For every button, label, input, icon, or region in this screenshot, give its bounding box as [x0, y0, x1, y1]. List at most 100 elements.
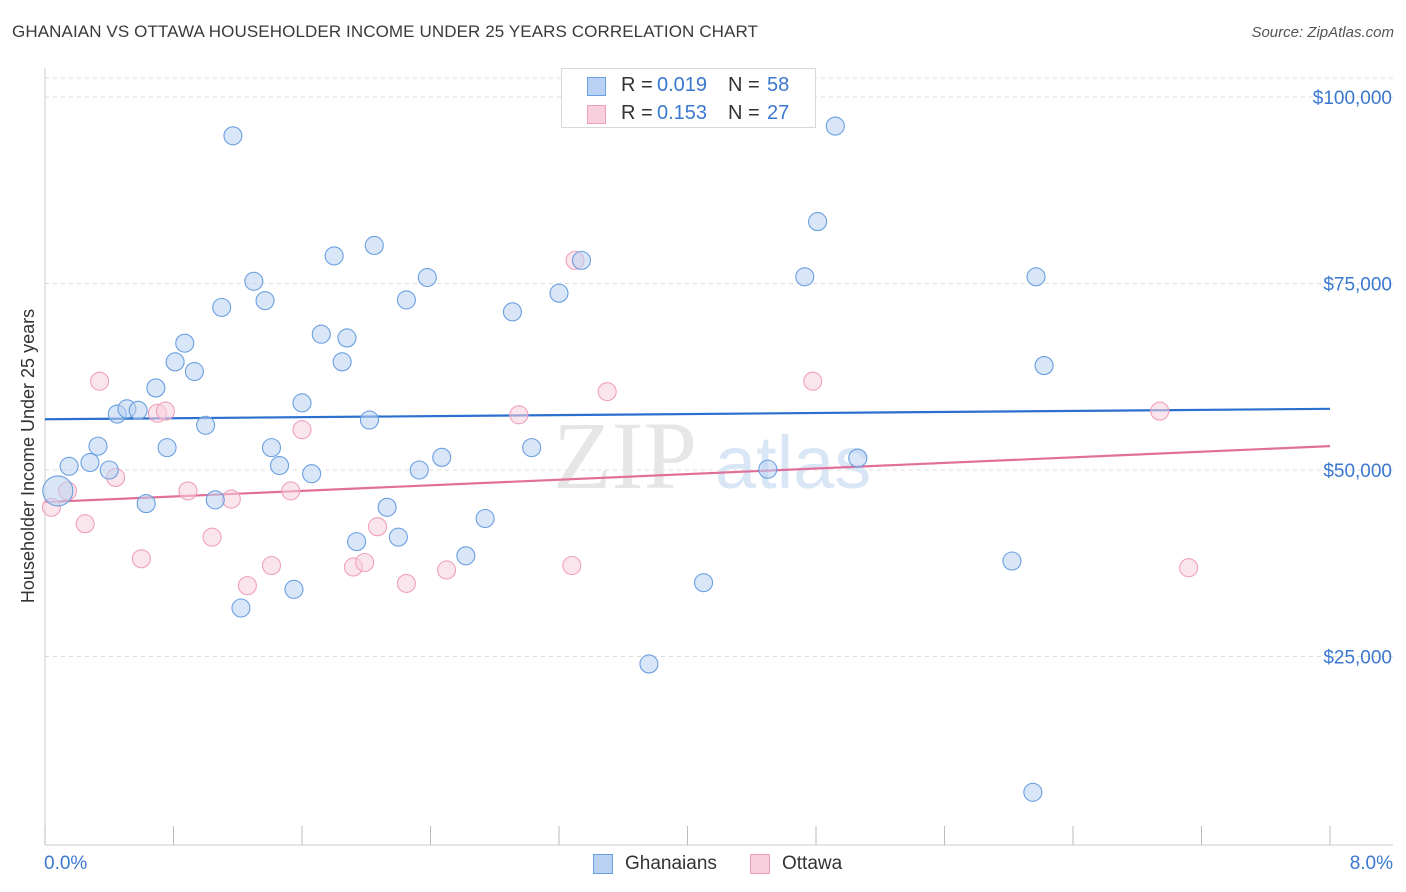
n-label: N = [728, 102, 760, 124]
y-tick-label: $75,000 [1323, 275, 1392, 296]
ghanaians-point [205, 490, 225, 510]
ghanaians-point [359, 410, 380, 430]
ottawa-point [237, 576, 257, 596]
ghanaians-point [212, 297, 232, 317]
x-tick-label-min: 0.0% [44, 853, 87, 874]
ottawa-point [437, 560, 457, 580]
source-label: Source: ZipAtlas.com [1251, 24, 1394, 41]
ghanaians-point [808, 212, 828, 232]
ottawa-point [396, 573, 416, 593]
ghanaians-point [456, 546, 476, 566]
ottawa-point [597, 382, 617, 402]
ghanaians-legend-swatch [593, 854, 613, 874]
ghanaians-point [502, 302, 522, 322]
ghanaians-point [42, 475, 74, 507]
r-value: 0.019 [657, 74, 708, 96]
r-label: R = [621, 74, 653, 96]
ghanaians-point [80, 452, 100, 473]
n-label: N = [728, 74, 760, 96]
ghanaians-point [1026, 267, 1046, 287]
ghanaians-point [1002, 551, 1022, 571]
watermark: ZIP atlas [553, 402, 871, 509]
ottawa-point [803, 371, 823, 391]
ghanaians-point [302, 464, 322, 484]
ghanaians-point [324, 246, 344, 266]
ghanaians-point [244, 271, 264, 291]
y-tick-label: $100,000 [1313, 88, 1392, 109]
ghanaians-swatch [587, 77, 606, 96]
ghanaians-point [795, 267, 815, 287]
ghanaians-trend-line [44, 407, 1331, 421]
ghanaians-point [165, 352, 185, 372]
ghanaians-point [332, 352, 352, 372]
ghanaians-point [549, 283, 569, 303]
ottawa-point [178, 481, 198, 501]
legend-label: Ghanaians [625, 853, 717, 874]
ghanaians-point [758, 459, 778, 479]
ghanaians-point [396, 290, 416, 310]
ghanaians-point [388, 527, 408, 547]
n-value: 58 [767, 74, 790, 96]
ottawa-point [131, 549, 151, 569]
ghanaians-point [284, 579, 304, 599]
ghanaians-point [184, 361, 204, 382]
ghanaians-point [261, 438, 282, 458]
ghanaians-point [409, 460, 429, 480]
ghanaians-point [88, 436, 108, 456]
x-tick-label-max: 8.0% [1350, 853, 1393, 874]
ghanaians-point [694, 573, 714, 593]
ghanaians-point [522, 438, 542, 458]
stats-legend: R = 0.019 N = 58 R = 0.153 N = 27 [561, 68, 816, 128]
ottawa-point [1150, 401, 1170, 421]
r-value: 0.153 [657, 102, 708, 124]
watermark-zip: ZIP [553, 402, 697, 509]
ghanaians-point [639, 654, 659, 674]
r-label: R = [621, 102, 653, 124]
series-legend: Ghanaians Ottawa [0, 850, 1406, 880]
ottawa-point [155, 401, 176, 421]
ottawa-point [221, 489, 241, 509]
ghanaians-point [223, 126, 243, 146]
ghanaians-point [255, 291, 275, 311]
ghanaians-point [347, 532, 367, 552]
ghanaians-point [475, 508, 495, 529]
ghanaians-point [1023, 782, 1043, 802]
ottawa-point [281, 481, 301, 501]
ghanaians-point [196, 415, 216, 435]
ottawa-point [90, 371, 110, 391]
ghanaians-point [146, 378, 166, 398]
n-value: 27 [767, 102, 790, 124]
chart-title: GHANAIAN VS OTTAWA HOUSEHOLDER INCOME UN… [12, 22, 758, 41]
ottawa-point [202, 527, 222, 547]
ghanaians-point [377, 497, 397, 517]
ottawa-point [75, 514, 95, 534]
ottawa-point [261, 555, 282, 576]
ghanaians-point [571, 250, 592, 270]
ottawa-point [355, 552, 375, 573]
ghanaians-point [175, 333, 195, 353]
ghanaians-point [337, 328, 357, 348]
ottawa-point [367, 517, 388, 537]
ottawa-swatch [587, 105, 606, 124]
y-axis-label: Householder Income Under 25 years [18, 309, 38, 603]
ottawa-trend-line [44, 445, 1331, 504]
ottawa-point [509, 405, 529, 425]
y-tick-label: $50,000 [1323, 461, 1392, 482]
ghanaians-point [128, 400, 148, 420]
ottawa-point [562, 555, 582, 576]
ghanaians-point [269, 455, 290, 476]
ghanaians-point [364, 235, 384, 256]
ghanaians-point [231, 598, 251, 618]
ottawa-point [292, 420, 312, 440]
ghanaians-point [311, 324, 331, 344]
ghanaians-point [157, 438, 177, 458]
ghanaians-point [1034, 356, 1054, 376]
ottawa-point [1179, 558, 1199, 578]
ghanaians-point [59, 456, 79, 476]
ghanaians-point [848, 448, 868, 468]
ghanaians-point [417, 267, 437, 288]
legend-label: Ottawa [782, 853, 843, 874]
ghanaians-point [292, 393, 312, 413]
watermark-atlas: atlas [715, 421, 871, 504]
